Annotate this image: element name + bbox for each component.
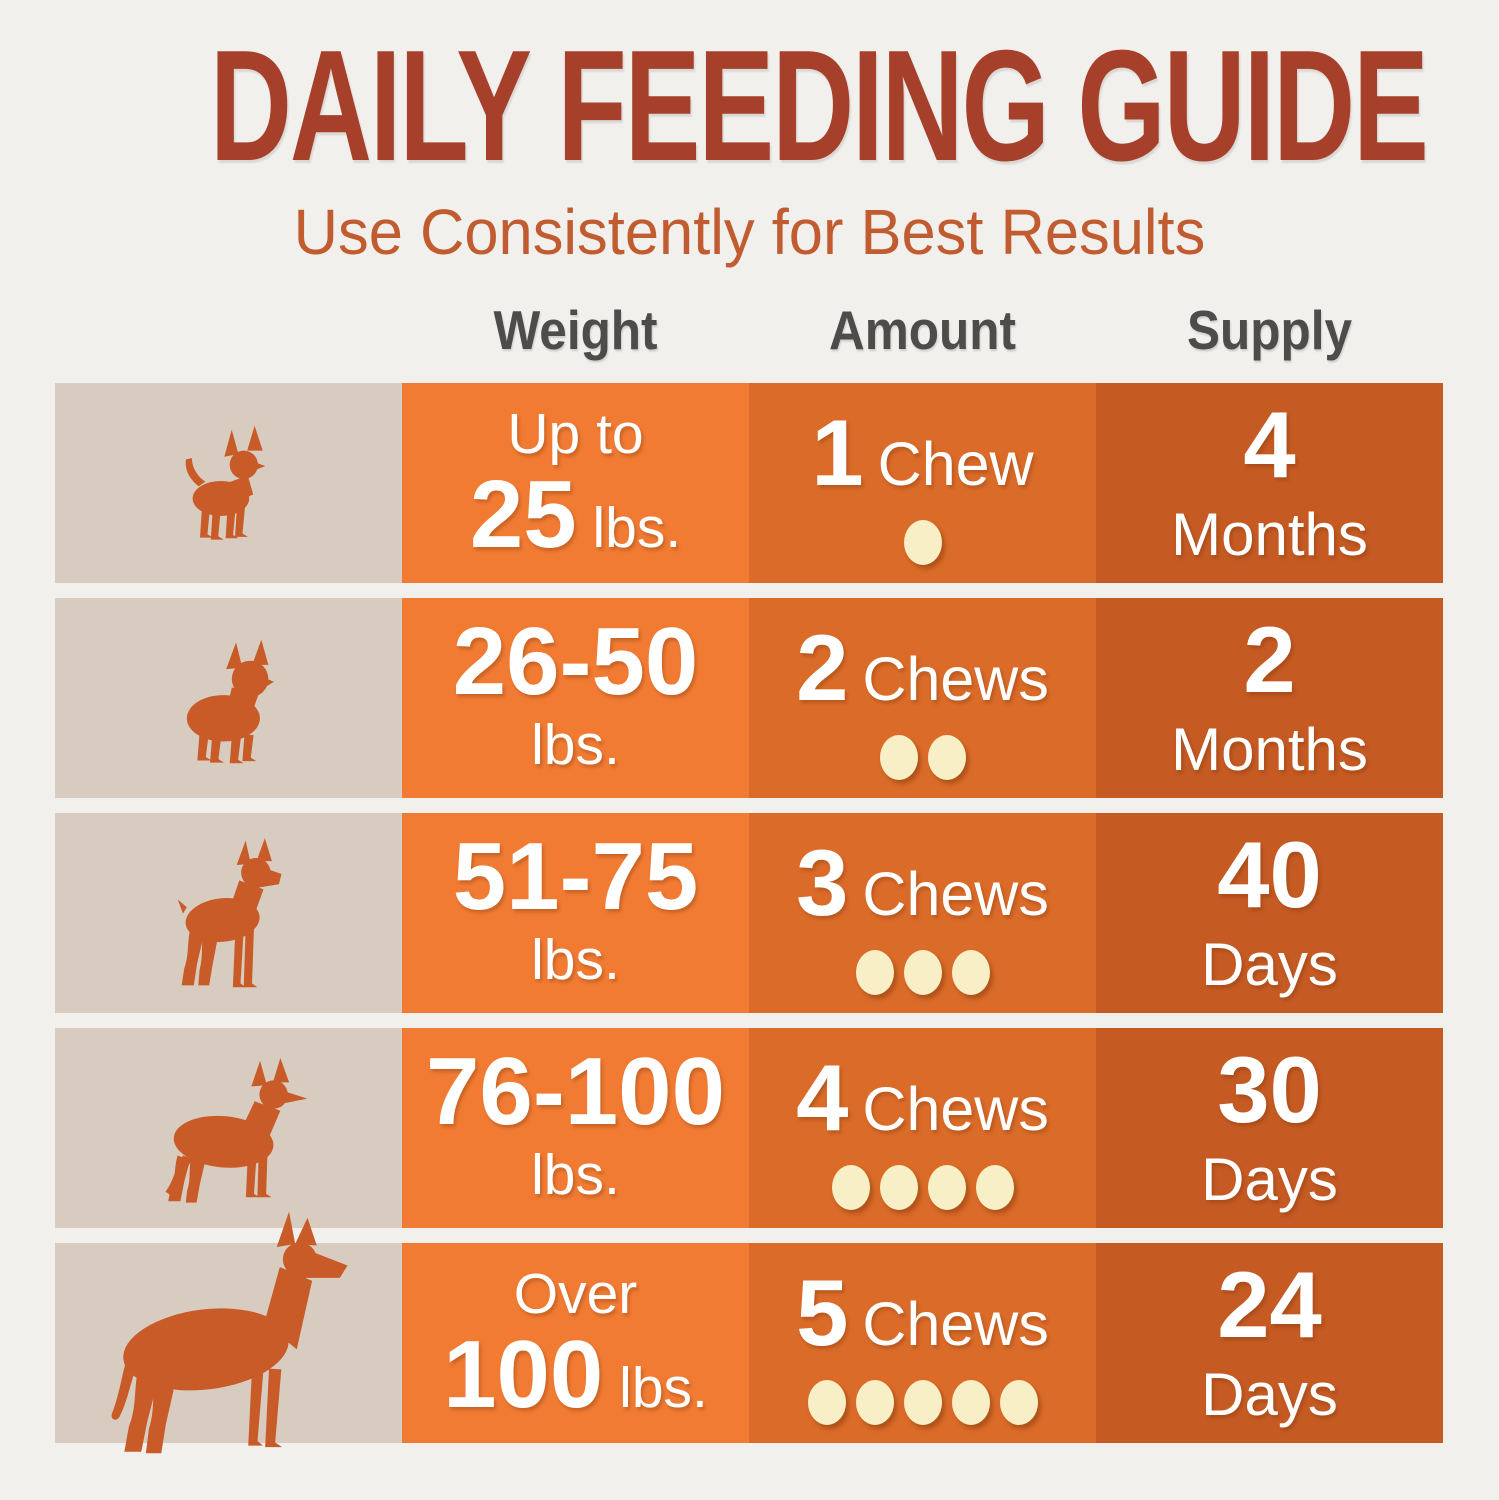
chew-count: 4: [796, 1044, 849, 1150]
dog-size-cell: [55, 598, 402, 798]
weight-unit: lbs.: [531, 713, 620, 778]
column-header-weight: Weight: [493, 299, 658, 361]
column-header-supply: Supply: [1186, 299, 1353, 361]
chew-dots: [831, 1165, 1014, 1211]
chew-label: Chew: [877, 429, 1034, 498]
weight-unit: lbs.: [531, 1143, 620, 1208]
chew-dot: [903, 520, 942, 566]
weight-cell: 76-100 lbs.: [402, 1028, 749, 1228]
weight-cell: Up to 25 lbs.: [402, 383, 749, 583]
chew-dots: [879, 735, 966, 781]
weight-value: 76-100: [426, 1038, 725, 1146]
supply-unit: Months: [1171, 715, 1368, 783]
weight-value: 100: [443, 1320, 604, 1428]
table-row: Over 100 lbs. 5 Chews 24 Days: [55, 1211, 1443, 1454]
dog-size-cell: [55, 1028, 402, 1228]
supply-cell: 4 Months: [1096, 383, 1443, 583]
supply-value: 4: [1243, 391, 1296, 497]
table-row: 51-75 lbs. 3 Chews 40 Days: [55, 813, 1443, 1013]
weight-unit: lbs.: [531, 928, 620, 993]
dog-size-cell: [55, 383, 402, 583]
weight-cell: 26-50 lbs.: [402, 598, 749, 798]
chew-count: 1: [811, 399, 864, 505]
weight-value: 26-50: [452, 608, 699, 716]
chew-label: Chews: [862, 859, 1049, 928]
chew-count: 5: [796, 1259, 849, 1365]
page-subtitle: Use Consistently for Best Results: [293, 196, 1206, 269]
chew-dot: [879, 735, 918, 781]
chihuahua-dog-icon: [185, 425, 265, 540]
amount-cell: 5 Chews: [749, 1243, 1096, 1443]
chew-label: Chews: [862, 1074, 1049, 1143]
chew-dot: [855, 950, 894, 996]
amount-cell: 4 Chews: [749, 1028, 1096, 1228]
french-bulldog-dog-icon: [186, 639, 274, 764]
chew-dot: [903, 950, 942, 996]
chew-count: 2: [796, 614, 849, 720]
chew-dot: [927, 1165, 966, 1211]
column-header-amount: Amount: [829, 299, 1016, 361]
table-row: 26-50 lbs. 2 Chews 2 Months: [55, 598, 1443, 798]
supply-unit: Days: [1201, 930, 1338, 998]
weight-value: 51-75: [452, 823, 699, 931]
dog-size-cell: [55, 1211, 402, 1454]
column-header-spacer: [72, 303, 384, 383]
great-dane-dog-icon: [111, 1211, 348, 1454]
chew-label: Chews: [862, 644, 1049, 713]
chew-dot: [999, 1380, 1038, 1426]
chew-dot: [903, 1380, 942, 1426]
chew-count: 3: [796, 829, 849, 935]
weight-unit: lbs.: [619, 1355, 708, 1420]
supply-cell: 24 Days: [1096, 1243, 1443, 1443]
chew-dot: [975, 1165, 1014, 1211]
weight-prefix: Over: [513, 1262, 638, 1327]
supply-value: 24: [1217, 1251, 1322, 1357]
chew-dots: [855, 950, 990, 996]
chew-dot: [951, 950, 990, 996]
amount-cell: 1 Chew: [749, 383, 1096, 583]
table-header-row: Weight Amount Supply: [55, 303, 1443, 383]
supply-value: 30: [1217, 1036, 1322, 1142]
weight-cell: 51-75 lbs.: [402, 813, 749, 1013]
supply-cell: 2 Months: [1096, 598, 1443, 798]
chew-dot: [831, 1165, 870, 1211]
supply-value: 40: [1217, 821, 1322, 927]
weight-unit: lbs.: [592, 495, 682, 560]
feeding-guide-table: Weight Amount Supply Up to 25 lbs.: [55, 303, 1443, 1454]
chew-dot: [855, 1380, 894, 1426]
supply-cell: 30 Days: [1096, 1028, 1443, 1228]
page-title: DAILY FEEDING GUIDE: [209, 18, 1429, 194]
header: DAILY FEEDING GUIDE Use Consistently for…: [0, 0, 1499, 266]
supply-value: 2: [1243, 606, 1296, 712]
chew-dots: [903, 520, 942, 566]
supply-unit: Days: [1201, 1145, 1338, 1213]
amount-cell: 3 Chews: [749, 813, 1096, 1013]
table-row: 76-100 lbs. 4 Chews 30 Days: [55, 1028, 1443, 1228]
chew-dot: [951, 1380, 990, 1426]
chew-dot: [807, 1380, 846, 1426]
chew-dot: [879, 1165, 918, 1211]
chew-dot: [927, 735, 966, 781]
chew-label: Chews: [862, 1289, 1049, 1358]
amount-cell: 2 Chews: [749, 598, 1096, 798]
weight-prefix: Up to: [507, 402, 644, 467]
supply-unit: Months: [1171, 500, 1368, 568]
weight-value: 25: [469, 460, 577, 568]
supply-cell: 40 Days: [1096, 813, 1443, 1013]
boxer-dog-icon: [177, 838, 281, 988]
table-row: Up to 25 lbs. 1 Chew 4 Months: [55, 383, 1443, 583]
dog-size-cell: [55, 813, 402, 1013]
weight-cell: Over 100 lbs.: [402, 1243, 749, 1443]
supply-unit: Days: [1201, 1360, 1338, 1428]
chew-dots: [807, 1380, 1038, 1426]
german-shepherd-dog-icon: [164, 1058, 307, 1203]
